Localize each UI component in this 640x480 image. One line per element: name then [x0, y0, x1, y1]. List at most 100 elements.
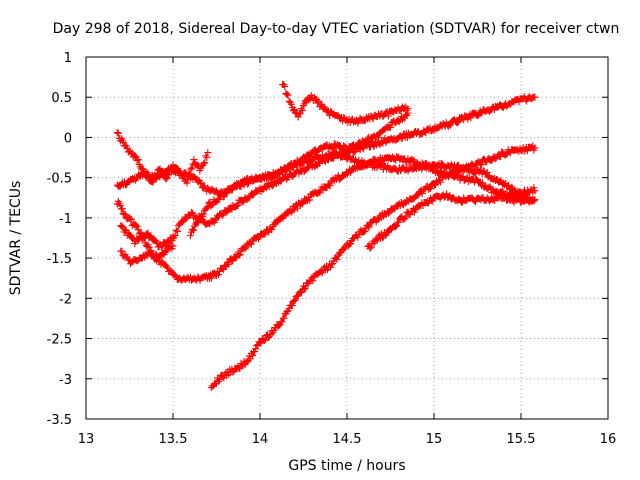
data-point-track-7 — [153, 171, 161, 179]
data-point-track-5 — [287, 100, 295, 108]
data-point-track-2 — [241, 245, 249, 253]
data-point-track-3 — [173, 227, 181, 235]
data-point-track-4 — [387, 123, 394, 131]
y-tick-label: -3.5 — [47, 413, 72, 428]
data-point-track-1 — [309, 277, 317, 285]
data-point-track-8 — [367, 243, 375, 251]
data-point-track-4 — [215, 196, 223, 204]
data-point-track-1 — [266, 332, 274, 340]
data-point-track-9 — [118, 205, 126, 213]
data-point-track-2 — [118, 247, 126, 255]
data-point-track-2 — [322, 184, 330, 192]
data-point-track-8 — [530, 197, 538, 205]
data-point-track-3 — [219, 211, 227, 219]
y-tick-label: -2.5 — [47, 333, 72, 348]
data-point-track-2 — [247, 240, 255, 248]
grid — [86, 57, 608, 419]
data-point-track-7 — [152, 172, 160, 180]
data-point-track-1 — [361, 227, 369, 235]
data-point-track-8 — [515, 194, 523, 202]
y-tick-label: -2 — [59, 292, 72, 307]
data-point-track-2 — [306, 196, 314, 204]
data-point-track-4 — [361, 139, 369, 147]
y-tick-label: -3 — [59, 373, 72, 388]
data-point-track-3 — [454, 119, 462, 127]
data-point-track-3 — [367, 143, 375, 151]
data-point-track-8 — [373, 236, 381, 244]
data-point-track-2 — [293, 204, 301, 212]
data-point-track-9 — [127, 216, 135, 224]
data-point-track-1 — [216, 376, 224, 384]
data-point-track-2 — [225, 260, 233, 268]
data-point-track-3 — [171, 231, 179, 239]
data-point-track-2 — [171, 272, 179, 280]
data-point-track-4 — [344, 147, 352, 155]
data-point-track-6 — [516, 188, 524, 196]
chart-title: Day 298 of 2018, Sidereal Day-to-day VTE… — [53, 21, 620, 37]
data-point-track-4 — [375, 133, 383, 141]
data-point-track-7 — [164, 171, 172, 179]
data-point-track-1 — [327, 263, 335, 271]
data-point-track-9 — [169, 242, 177, 250]
data-point-track-7 — [185, 170, 193, 178]
data-point-track-7 — [200, 159, 208, 167]
x-tick-label: 15.5 — [507, 432, 536, 447]
data-point-track-1 — [523, 147, 531, 155]
data-point-track-5 — [298, 106, 306, 114]
data-point-track-6 — [244, 179, 252, 187]
data-point-track-4 — [363, 138, 371, 146]
data-point-track-6 — [309, 157, 317, 165]
y-tick-label: 0.5 — [51, 91, 72, 106]
data-point-track-3 — [143, 230, 151, 238]
data-point-track-8 — [392, 223, 400, 231]
y-tick-label: 1 — [64, 51, 72, 66]
data-point-track-8 — [429, 197, 437, 205]
data-point-track-1 — [477, 160, 485, 168]
data-point-track-3 — [250, 191, 258, 199]
data-point-track-2 — [262, 229, 270, 237]
data-point-track-1 — [288, 302, 296, 310]
data-point-track-7 — [183, 179, 191, 187]
y-tick-label: 0 — [64, 131, 72, 146]
data-point-track-3 — [446, 121, 454, 129]
data-point-track-3 — [359, 145, 367, 153]
data-point-track-3 — [262, 184, 270, 192]
data-point-track-2 — [284, 209, 292, 217]
data-point-track-5 — [314, 99, 322, 107]
data-point-track-9 — [161, 248, 169, 256]
data-point-track-3 — [172, 226, 180, 234]
data-point-track-4 — [203, 204, 211, 212]
data-point-track-1 — [249, 352, 257, 360]
data-point-track-8 — [531, 196, 539, 204]
data-point-track-4 — [189, 226, 197, 234]
data-point-track-5 — [286, 98, 294, 106]
data-point-track-1 — [531, 144, 539, 152]
data-point-track-9 — [147, 247, 155, 255]
data-points — [113, 81, 539, 392]
data-point-track-7 — [134, 156, 142, 164]
data-point-track-2 — [530, 184, 538, 192]
data-point-track-3 — [144, 229, 152, 237]
data-point-track-2 — [479, 179, 487, 187]
data-point-track-7 — [165, 170, 173, 178]
data-point-track-6 — [197, 179, 205, 187]
data-point-track-9 — [137, 229, 145, 237]
data-point-track-5 — [403, 106, 411, 114]
data-point-track-7 — [188, 164, 196, 172]
data-point-track-7 — [184, 176, 192, 184]
data-point-track-2 — [454, 171, 462, 179]
data-point-track-7 — [204, 149, 212, 157]
data-point-track-1 — [302, 284, 310, 292]
data-point-track-6 — [508, 183, 516, 191]
data-point-track-3 — [187, 208, 195, 216]
data-point-track-6 — [483, 168, 491, 176]
plot-frame — [85, 56, 609, 420]
data-point-track-5 — [295, 110, 303, 118]
x-tick-label: 14.5 — [333, 432, 362, 447]
x-tick-label: 13 — [78, 432, 95, 447]
data-point-track-3 — [211, 216, 219, 224]
data-point-track-7 — [119, 138, 127, 146]
data-point-track-5 — [294, 113, 302, 121]
axis-ticks: 13 13.5 14 14.5 15 15.5 16 1 0.5 0 -0.5 -1 -1.5 -2 -2.… — [47, 51, 617, 447]
